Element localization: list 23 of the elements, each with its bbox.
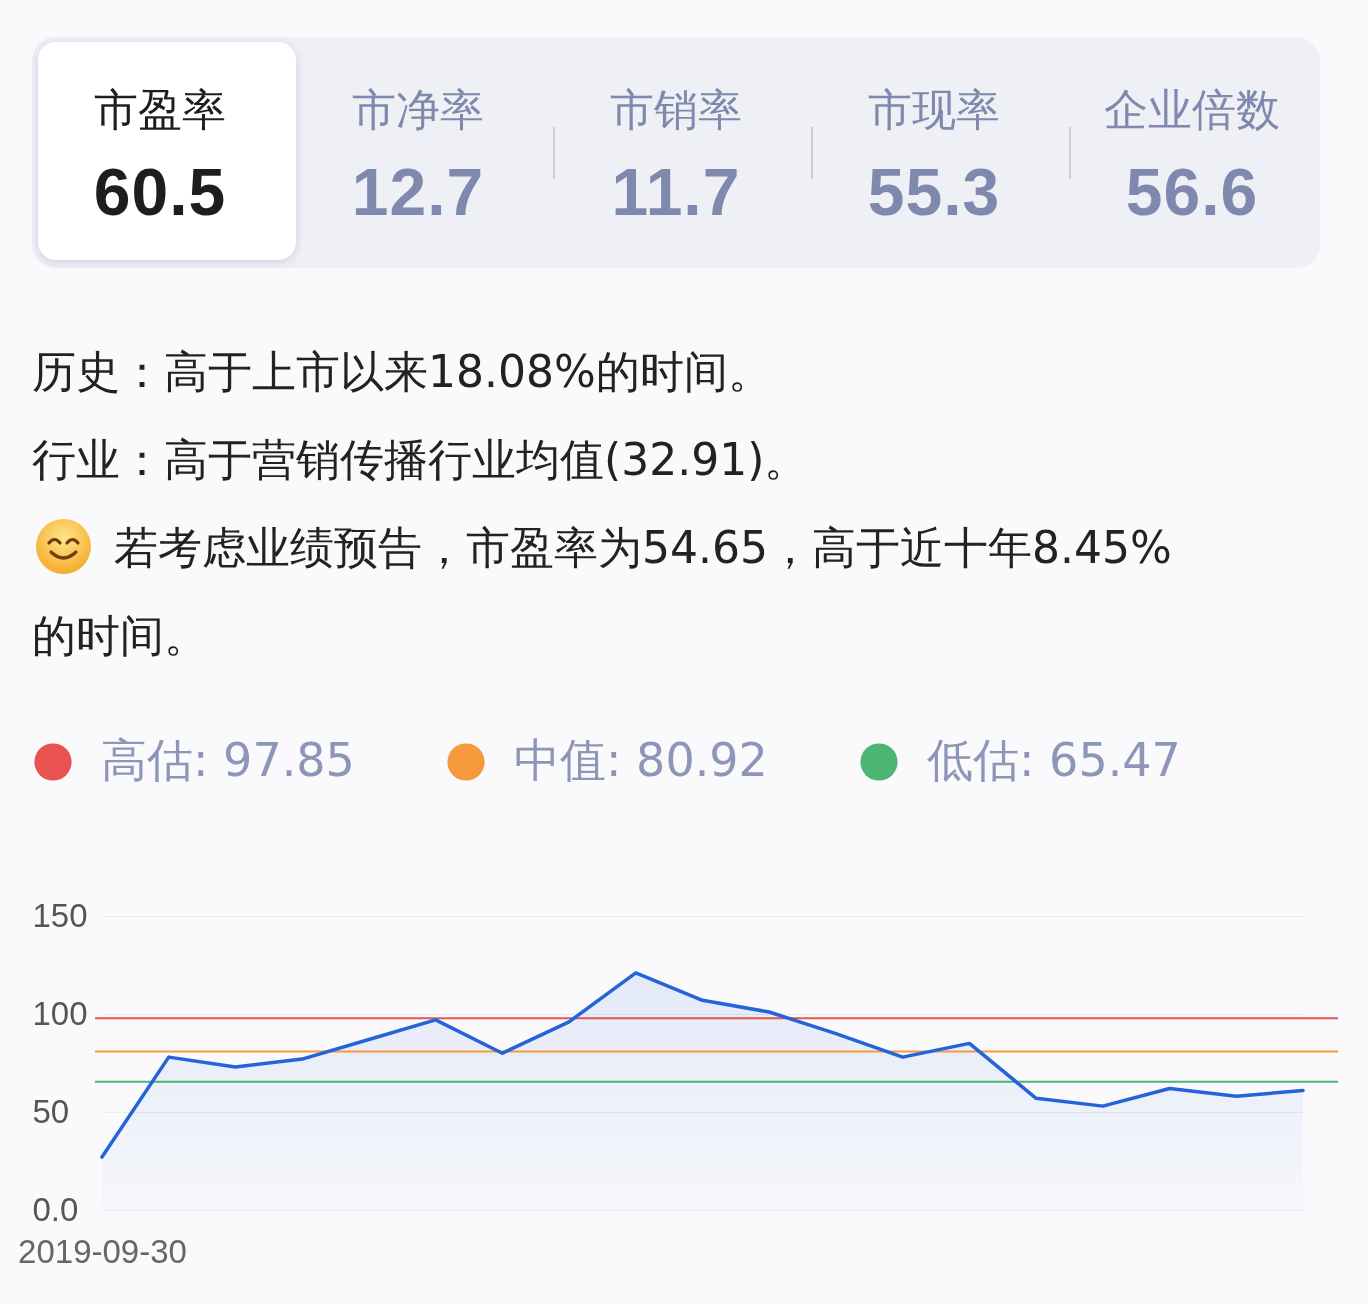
tab-bar: 市盈率 60.5 市净率 12.7 市销率 11.7 市现率 55.3 企业倍数 56.6 [32, 37, 1320, 268]
data-label: 60.5 [92, 154, 228, 230]
category-label: 市现率 [867, 83, 1001, 137]
selected-tab: 市盈率 60.5 [38, 42, 296, 260]
text: 若考虑业绩预告，市盈率为54.65，高于近十年8.45%的时间。 [32, 521, 1173, 663]
legend-label: 低估: 65.47 [927, 733, 1181, 787]
category-label: 市盈率 [93, 83, 227, 137]
category-label: 企业倍数 [1103, 83, 1281, 137]
y-tick-label: 150 [32, 896, 88, 934]
text: 历史：高于上市以来18.08%的时间。 [32, 345, 773, 399]
y-tick-label: 50 [32, 1092, 70, 1130]
data-label: 11.7 [610, 154, 742, 230]
legend-label: 高估: 97.85 [101, 733, 355, 787]
y-tick-label: 0.0 [32, 1190, 79, 1228]
category-label: 市净率 [351, 83, 485, 137]
text: 行业：高于营销传播行业均值(32.91)。 [32, 433, 810, 487]
x-tick-label: 2019-09-30 [18, 1232, 187, 1270]
data-label: 56.6 [1124, 154, 1260, 230]
data-label: 12.7 [350, 154, 486, 230]
legend-label: 中值: 80.92 [514, 733, 768, 787]
y-tick-label: 100 [32, 994, 88, 1032]
data-label: 55.3 [866, 154, 1002, 230]
category-label: 市销率 [609, 83, 743, 137]
